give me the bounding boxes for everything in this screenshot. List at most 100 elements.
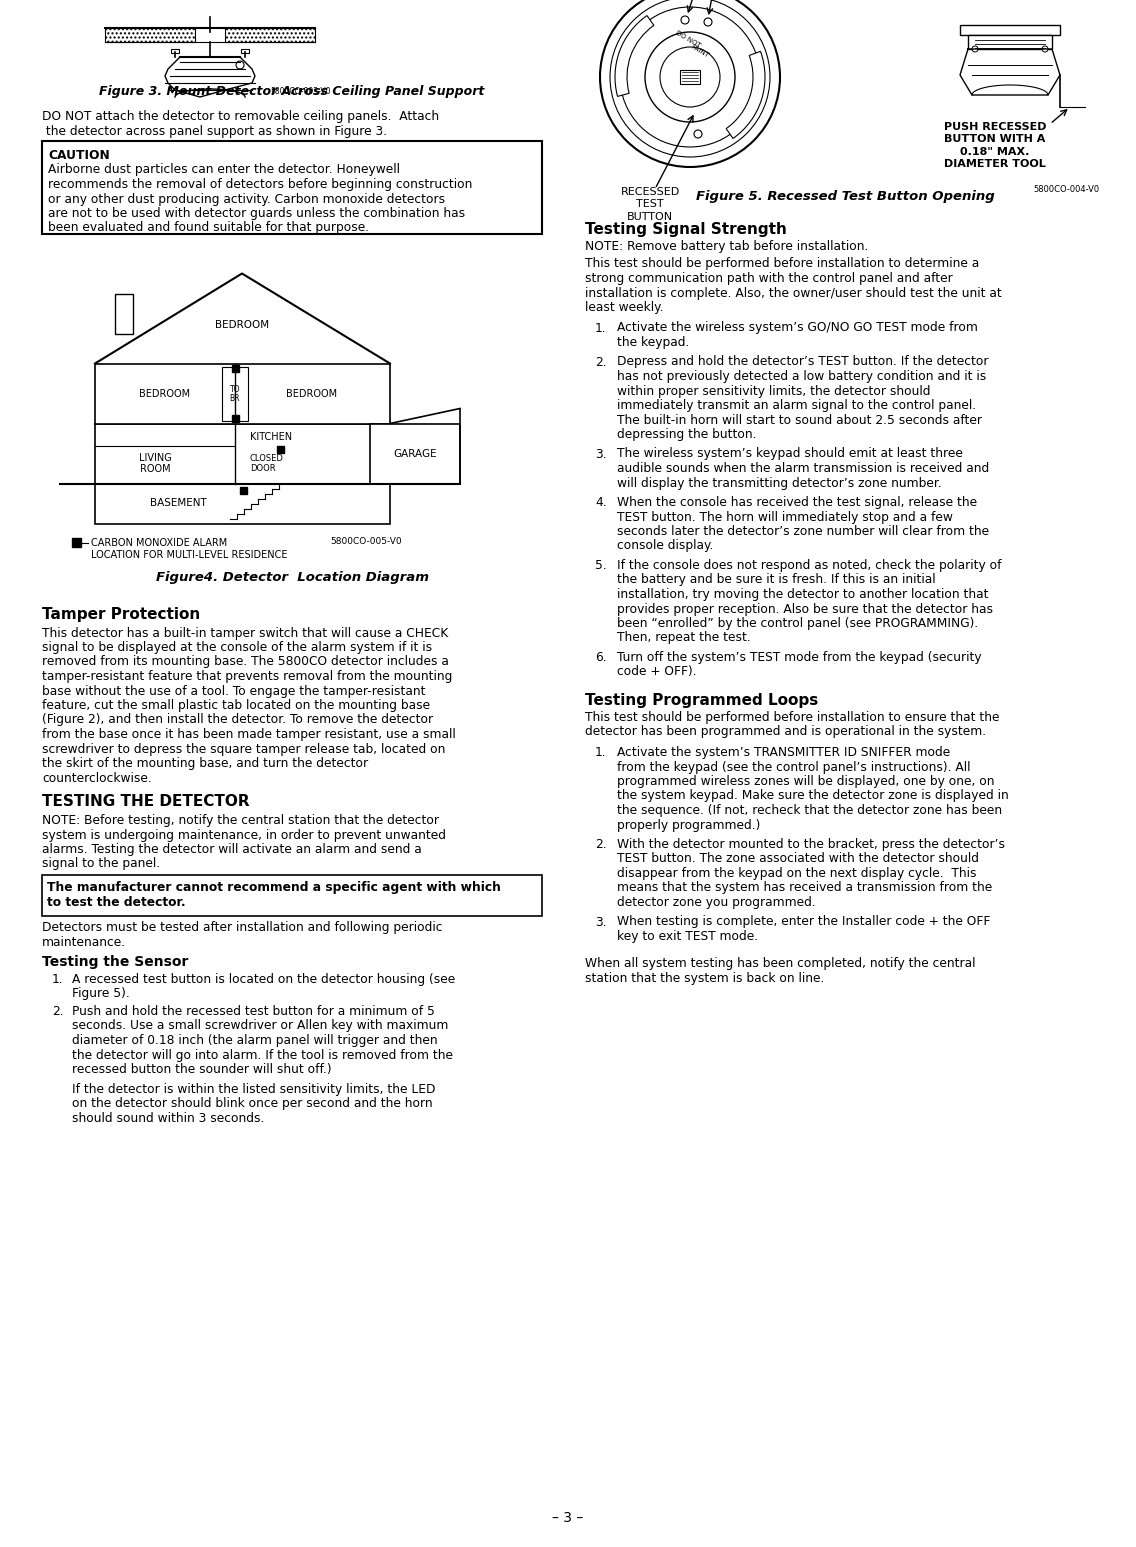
Text: Testing Signal Strength: Testing Signal Strength — [585, 223, 787, 237]
Text: base without the use of a tool. To engage the tamper-resistant: base without the use of a tool. To engag… — [42, 684, 426, 698]
Text: With the detector mounted to the bracket, press the detector’s: With the detector mounted to the bracket… — [617, 838, 1005, 851]
Text: TEST button. The horn will immediately stop and a few: TEST button. The horn will immediately s… — [617, 511, 953, 523]
Bar — [42, 876, 542, 916]
Text: are not to be used with detector guards unless the combination has: are not to be used with detector guards … — [48, 207, 465, 220]
Text: 1.: 1. — [52, 973, 64, 985]
Text: 4.: 4. — [595, 497, 607, 509]
Text: been “enrolled” by the control panel (see PROGRAMMING).: been “enrolled” by the control panel (se… — [617, 617, 978, 630]
Text: feature, cut the small plastic tab located on the mounting base: feature, cut the small plastic tab locat… — [42, 699, 431, 712]
Text: Figure 5).: Figure 5). — [72, 987, 130, 1001]
Text: station that the system is back on line.: station that the system is back on line. — [585, 972, 825, 985]
Text: the keypad.: the keypad. — [617, 336, 690, 350]
Text: (Figure 2), and then install the detector. To remove the detector: (Figure 2), and then install the detecto… — [42, 713, 433, 727]
Bar — [232, 365, 239, 371]
Text: 5800CO-005-V0: 5800CO-005-V0 — [329, 537, 402, 546]
Text: alarms. Testing the detector will activate an alarm and send a: alarms. Testing the detector will activa… — [42, 843, 421, 855]
Text: been evaluated and found suitable for that purpose.: been evaluated and found suitable for th… — [48, 221, 369, 235]
Text: LIVING
ROOM: LIVING ROOM — [139, 453, 172, 475]
Text: 1.: 1. — [595, 746, 607, 760]
Circle shape — [704, 19, 712, 26]
Text: CAUTION: CAUTION — [48, 149, 110, 162]
Text: GARAGE: GARAGE — [393, 449, 437, 459]
Text: screwdriver to depress the square tamper release tab, located on: screwdriver to depress the square tamper… — [42, 743, 445, 755]
Circle shape — [620, 8, 760, 147]
Text: counterclockwise.: counterclockwise. — [42, 772, 152, 784]
Text: maintenance.: maintenance. — [42, 936, 126, 948]
Text: DO NOT attach the detector to removable ceiling panels.  Attach: DO NOT attach the detector to removable … — [42, 110, 440, 124]
Text: key to exit TEST mode.: key to exit TEST mode. — [617, 930, 758, 944]
Text: – 3 –: – 3 – — [552, 1511, 584, 1525]
Text: Then, repeat the test.: Then, repeat the test. — [617, 631, 751, 645]
Text: recommends the removal of detectors before beginning construction: recommends the removal of detectors befo… — [48, 178, 473, 190]
Text: tamper-resistant feature that prevents removal from the mounting: tamper-resistant feature that prevents r… — [42, 670, 452, 682]
Text: the skirt of the mounting base, and turn the detector: the skirt of the mounting base, and turn… — [42, 756, 368, 770]
Text: the system keypad. Make sure the detector zone is displayed in: the system keypad. Make sure the detecto… — [617, 789, 1009, 803]
Text: 2.: 2. — [595, 838, 607, 851]
Text: from the keypad (see the control panel’s instructions). All: from the keypad (see the control panel’s… — [617, 761, 970, 774]
Bar — [225, 28, 315, 42]
Text: within proper sensitivity limits, the detector should: within proper sensitivity limits, the de… — [617, 385, 930, 398]
Text: the detector will go into alarm. If the tool is removed from the: the detector will go into alarm. If the … — [72, 1049, 453, 1061]
Text: provides proper reception. Also be sure that the detector has: provides proper reception. Also be sure … — [617, 602, 993, 616]
Bar — [95, 364, 390, 424]
Circle shape — [660, 46, 720, 107]
Text: This test should be performed before installation to determine a: This test should be performed before ins… — [585, 257, 979, 271]
Text: Depress and hold the detector’s TEST button. If the detector: Depress and hold the detector’s TEST but… — [617, 356, 988, 368]
Text: Testing the Sensor: Testing the Sensor — [42, 954, 189, 968]
Text: installation is complete. Also, the owner/user should test the unit at: installation is complete. Also, the owne… — [585, 286, 1002, 300]
Text: 3.: 3. — [595, 916, 607, 928]
Bar — [968, 36, 1052, 50]
Text: PUSH RECESSED
BUTTON WITH A
0.18" MAX.
DIAMETER TOOL: PUSH RECESSED BUTTON WITH A 0.18" MAX. D… — [944, 122, 1046, 169]
Bar — [172, 50, 179, 53]
Text: 3.: 3. — [595, 447, 607, 461]
Text: Testing Programmed Loops: Testing Programmed Loops — [585, 693, 818, 709]
Text: seconds later the detector’s zone number will clear from the: seconds later the detector’s zone number… — [617, 524, 989, 538]
Text: LOCATION FOR MULTI-LEVEL RESIDENCE: LOCATION FOR MULTI-LEVEL RESIDENCE — [91, 549, 287, 560]
Text: Activate the wireless system’s GO/NO GO TEST mode from: Activate the wireless system’s GO/NO GO … — [617, 322, 978, 334]
Text: Figure4. Detector  Location Diagram: Figure4. Detector Location Diagram — [156, 571, 428, 585]
Text: the battery and be sure it is fresh. If this is an initial: the battery and be sure it is fresh. If … — [617, 574, 936, 586]
Text: 2.: 2. — [595, 356, 607, 368]
Text: CARBON MONOXIDE ALARM: CARBON MONOXIDE ALARM — [91, 537, 227, 548]
Wedge shape — [726, 51, 765, 138]
Text: the sequence. (If not, recheck that the detector zone has been: the sequence. (If not, recheck that the … — [617, 804, 1002, 817]
Circle shape — [236, 60, 244, 70]
Text: BEDROOM: BEDROOM — [215, 320, 269, 331]
Text: Figure 3. Mount Detector Across Ceiling Panel Support: Figure 3. Mount Detector Across Ceiling … — [99, 85, 485, 97]
Bar — [370, 424, 460, 484]
Text: system is undergoing maintenance, in order to prevent unwanted: system is undergoing maintenance, in ord… — [42, 829, 446, 842]
Text: has not previously detected a low battery condition and it is: has not previously detected a low batter… — [617, 370, 986, 384]
Bar — [680, 70, 700, 84]
Text: Turn off the system’s TEST mode from the keypad (security: Turn off the system’s TEST mode from the… — [617, 651, 982, 664]
Circle shape — [610, 0, 770, 156]
Text: The wireless system’s keypad should emit at least three: The wireless system’s keypad should emit… — [617, 447, 963, 461]
Text: KITCHEN: KITCHEN — [250, 433, 292, 442]
Text: RECESSED
TEST
BUTTON: RECESSED TEST BUTTON — [620, 187, 679, 221]
Text: A recessed test button is located on the detector housing (see: A recessed test button is located on the… — [72, 973, 456, 985]
Bar — [960, 25, 1060, 36]
Bar — [115, 294, 133, 334]
Text: Push and hold the recessed test button for a minimum of 5: Push and hold the recessed test button f… — [72, 1006, 435, 1018]
Text: BEDROOM: BEDROOM — [286, 388, 337, 399]
Text: PAINT: PAINT — [690, 43, 710, 59]
Text: Figure 5. Recessed Test Button Opening: Figure 5. Recessed Test Button Opening — [695, 190, 994, 203]
Text: The manufacturer cannot recommend a specific agent with which: The manufacturer cannot recommend a spec… — [47, 880, 501, 894]
Text: immediately transmit an alarm signal to the control panel.: immediately transmit an alarm signal to … — [617, 399, 976, 412]
Circle shape — [694, 130, 702, 138]
Text: on the detector should blink once per second and the horn: on the detector should blink once per se… — [72, 1097, 433, 1111]
Text: NOTE: Before testing, notify the central station that the detector: NOTE: Before testing, notify the central… — [42, 814, 438, 828]
Text: When testing is complete, enter the Installer code + the OFF: When testing is complete, enter the Inst… — [617, 916, 991, 928]
Wedge shape — [615, 15, 654, 96]
Text: properly programmed.): properly programmed.) — [617, 818, 760, 831]
Text: BEDROOM: BEDROOM — [140, 388, 191, 399]
Text: Tamper Protection: Tamper Protection — [42, 606, 200, 622]
Bar — [222, 367, 248, 421]
Text: code + OFF).: code + OFF). — [617, 665, 696, 679]
Bar — [42, 141, 542, 234]
Text: least weekly.: least weekly. — [585, 302, 663, 314]
Text: Detectors must be tested after installation and following periodic: Detectors must be tested after installat… — [42, 920, 443, 934]
Text: Activate the system’s TRANSMITTER ID SNIFFER mode: Activate the system’s TRANSMITTER ID SNI… — [617, 746, 950, 760]
Text: This detector has a built-in tamper switch that will cause a CHECK: This detector has a built-in tamper swit… — [42, 627, 449, 639]
Text: seconds. Use a small screwdriver or Allen key with maximum: seconds. Use a small screwdriver or Alle… — [72, 1019, 449, 1032]
Text: detector zone you programmed.: detector zone you programmed. — [617, 896, 816, 910]
